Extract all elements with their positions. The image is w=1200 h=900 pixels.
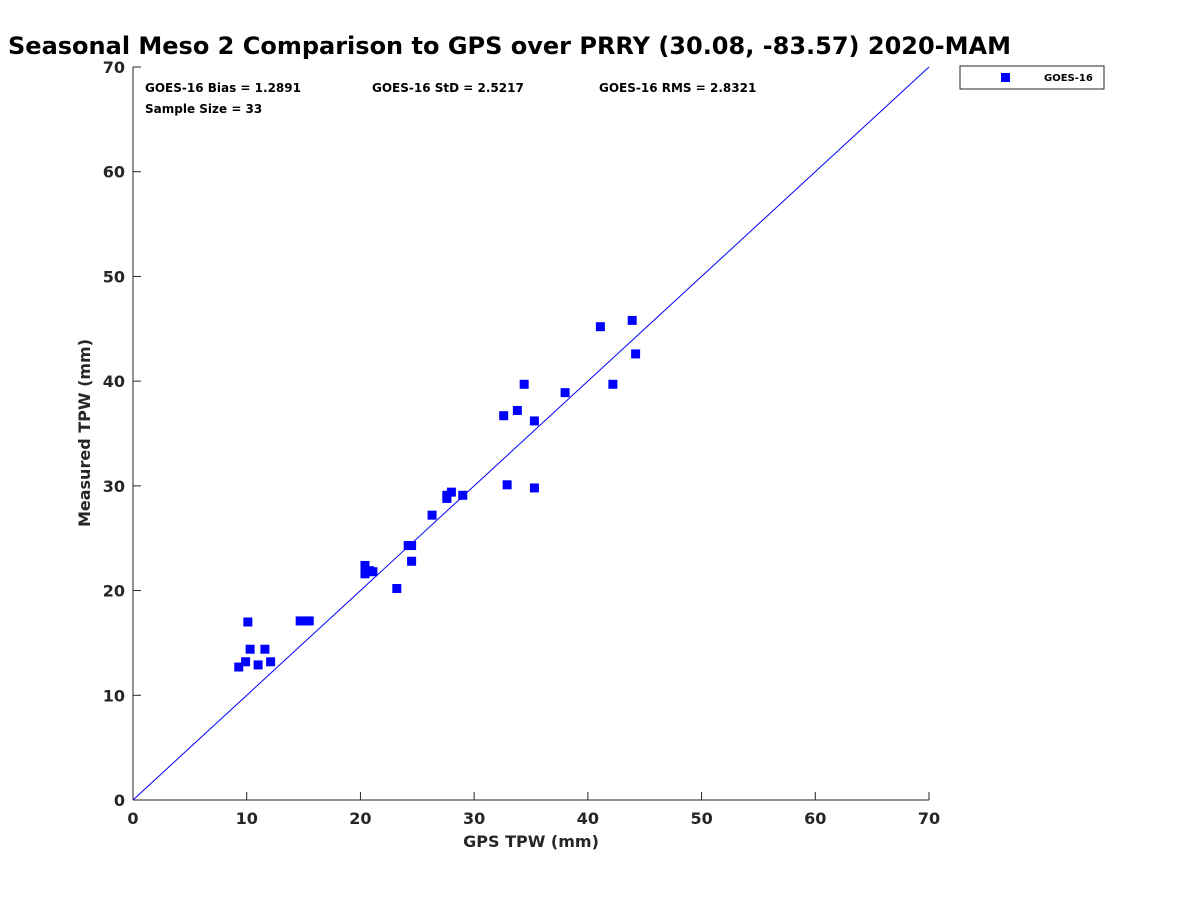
data-point	[392, 583, 402, 593]
data-point	[499, 411, 509, 421]
data-point	[295, 616, 305, 626]
legend: GOES-16	[959, 65, 1105, 90]
y-tick-label: 10	[103, 686, 125, 705]
x-tick-label: 40	[577, 809, 599, 828]
data-point	[529, 416, 539, 426]
data-point	[446, 487, 456, 497]
y-tick-label: 60	[103, 163, 125, 182]
x-axis-label: GPS TPW (mm)	[463, 832, 599, 851]
data-point	[241, 657, 251, 667]
data-point	[368, 567, 378, 577]
y-tick-label: 20	[103, 582, 125, 601]
data-point	[442, 490, 452, 500]
y-tick-label: 0	[114, 791, 125, 810]
y-tick-label: 50	[103, 267, 125, 286]
data-point	[529, 483, 539, 493]
axes: 0 10 20 30 40 50 60 70 0 10 20 30 40 50 60 70	[103, 58, 940, 828]
x-tick-label: 0	[127, 809, 138, 828]
data-point	[502, 480, 512, 490]
data-points	[234, 315, 641, 672]
legend-box	[959, 65, 1105, 90]
data-point	[595, 322, 605, 332]
data-point	[519, 379, 529, 389]
data-point	[253, 660, 263, 670]
legend-marker	[1001, 73, 1010, 82]
data-point	[458, 490, 468, 500]
data-point	[407, 556, 417, 566]
sample-size-annotation: Sample Size = 33	[145, 102, 262, 116]
bias-annotation: GOES-16 Bias = 1.2891	[145, 81, 301, 95]
legend-label: GOES-16	[1044, 73, 1093, 84]
chart-title: Seasonal Meso 2 Comparison to GPS over P…	[8, 32, 1011, 60]
x-tick-label: 60	[804, 809, 826, 828]
data-point	[260, 644, 270, 654]
y-tick-label: 70	[103, 58, 125, 77]
data-point	[245, 644, 255, 654]
data-point	[560, 388, 570, 398]
rms-annotation: GOES-16 RMS = 2.8321	[599, 81, 756, 95]
data-point	[266, 657, 276, 667]
x-tick-label: 10	[236, 809, 258, 828]
data-point	[427, 510, 437, 520]
data-point	[234, 662, 244, 672]
data-point	[304, 616, 314, 626]
data-point	[631, 349, 641, 359]
data-point	[360, 560, 370, 570]
one-to-one-reference-line	[132, 66, 930, 801]
data-point	[300, 616, 310, 626]
data-point	[608, 379, 618, 389]
x-tick-label: 20	[349, 809, 371, 828]
data-point	[407, 541, 417, 551]
y-axis-label: Measured TPW (mm)	[75, 339, 94, 527]
data-point	[243, 617, 253, 627]
x-tick-label: 50	[690, 809, 712, 828]
std-annotation: GOES-16 StD = 2.5217	[372, 81, 524, 95]
y-tick-label: 40	[103, 372, 125, 391]
data-point	[512, 405, 522, 415]
x-tick-label: 30	[463, 809, 485, 828]
y-tick-label: 30	[103, 477, 125, 496]
data-point	[627, 315, 637, 325]
x-tick-label: 70	[918, 809, 940, 828]
data-point	[360, 569, 370, 579]
